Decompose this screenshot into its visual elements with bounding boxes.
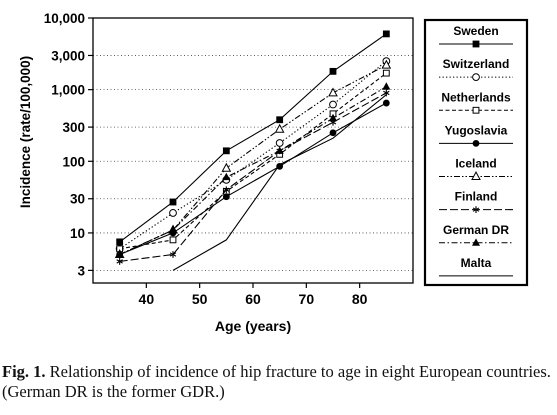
point-s3-4 <box>329 129 337 137</box>
point-s6-5 <box>382 82 391 90</box>
legend-marker-0 <box>472 40 480 48</box>
hip-fracture-chart: 3 10 30 100 300 1,000 3,000 10,000 40 50 60 70 80 Ag… <box>18 11 529 334</box>
legend-label-6: German DR <box>443 223 509 237</box>
caption-text: Relationship of incidence of hip fractur… <box>2 362 551 401</box>
point-s6-2 <box>222 172 231 181</box>
series-5 <box>116 89 390 265</box>
series-0 <box>116 30 390 246</box>
point-s4-2 <box>221 162 232 172</box>
x-tick-label-4: 80 <box>352 291 368 307</box>
point-s0-5 <box>382 30 390 38</box>
point-s6-1 <box>169 225 177 233</box>
y-tick-label-6: 3,000 <box>51 48 85 63</box>
series-line-5 <box>119 92 387 262</box>
legend-marker-4 <box>471 171 481 180</box>
point-s3-5 <box>382 99 390 107</box>
point-s0-0 <box>116 238 124 246</box>
y-tick-label-5: 1,000 <box>51 83 85 98</box>
x-axis-label: Age (years) <box>215 318 291 334</box>
y-tick-label-1: 10 <box>70 226 85 241</box>
legend-marker-6 <box>472 238 480 246</box>
series-line-1 <box>119 60 387 250</box>
legend-label-2: Netherlands <box>441 90 511 104</box>
series-2 <box>116 69 390 253</box>
tick-labels: 3 10 30 100 300 1,000 3,000 10,000 40 50 60 70 80 <box>44 11 368 307</box>
legend-label-5: Finland <box>455 190 498 204</box>
y-tick-label-2: 30 <box>70 192 85 207</box>
point-s6-3 <box>275 146 284 154</box>
point-s0-2 <box>222 147 230 155</box>
point-s1-4 <box>329 100 337 109</box>
series-1 <box>115 57 391 253</box>
series-line-2 <box>119 72 387 250</box>
figure-caption: Fig. 1. Relationship of incidence of hip… <box>2 362 554 402</box>
y-tick-label-3: 100 <box>62 154 85 169</box>
x-tick-label-2: 60 <box>245 291 261 307</box>
x-tick-label-1: 50 <box>192 291 208 307</box>
legend-marker-5 <box>472 206 480 214</box>
point-s6-0 <box>115 250 124 258</box>
point-s1-1 <box>169 209 177 217</box>
point-s3-3 <box>276 162 284 170</box>
point-s4-4 <box>328 87 338 97</box>
caption-label: Fig. 1. <box>2 362 46 381</box>
legend-label-3: Yugoslavia <box>445 123 508 137</box>
point-s1-3 <box>275 139 284 147</box>
series-7 <box>172 94 387 271</box>
series-line-6 <box>119 86 387 255</box>
point-s5-2 <box>223 186 230 194</box>
point-s5-1 <box>169 251 177 258</box>
y-tick-label-7: 10,000 <box>44 11 85 26</box>
legend-label-1: Switzerland <box>443 57 510 71</box>
point-s2-1 <box>169 236 177 244</box>
point-s2-5 <box>382 69 390 77</box>
legend-marker-1 <box>472 73 480 82</box>
grid-lines <box>93 17 413 271</box>
series-line-7 <box>172 94 387 271</box>
series-line-3 <box>119 102 387 256</box>
legend-marker-3 <box>472 139 480 147</box>
legend-marker-2 <box>472 106 480 114</box>
point-s6-4 <box>329 113 337 122</box>
point-s0-1 <box>169 198 177 206</box>
point-s0-4 <box>329 67 337 75</box>
series-4 <box>114 59 392 258</box>
axes <box>88 17 414 288</box>
x-tick-label-3: 70 <box>299 291 315 307</box>
point-s0-3 <box>276 116 284 124</box>
series-line-0 <box>119 33 387 243</box>
legend-label-4: Iceland <box>455 157 496 171</box>
point-s4-5 <box>381 59 392 69</box>
point-s4-3 <box>274 123 285 133</box>
legend-label-0: Sweden <box>453 24 498 38</box>
series-3 <box>116 99 390 258</box>
point-s3-2 <box>222 193 230 201</box>
y-tick-label-0: 3 <box>77 263 85 278</box>
plot-frame <box>92 17 414 284</box>
y-tick-label-4: 300 <box>62 120 85 135</box>
x-tick-label-0: 40 <box>139 291 155 307</box>
y-axis-label: Incidence (rate/100,000) <box>18 56 33 208</box>
plot-series <box>114 30 392 271</box>
point-s5-0 <box>116 258 123 265</box>
series-6 <box>115 82 391 258</box>
legend: Sweden Switzerland Netherlands Yugoslavia Ic… <box>423 18 529 287</box>
legend-label-7: Malta <box>461 256 492 270</box>
series-line-4 <box>119 64 387 255</box>
